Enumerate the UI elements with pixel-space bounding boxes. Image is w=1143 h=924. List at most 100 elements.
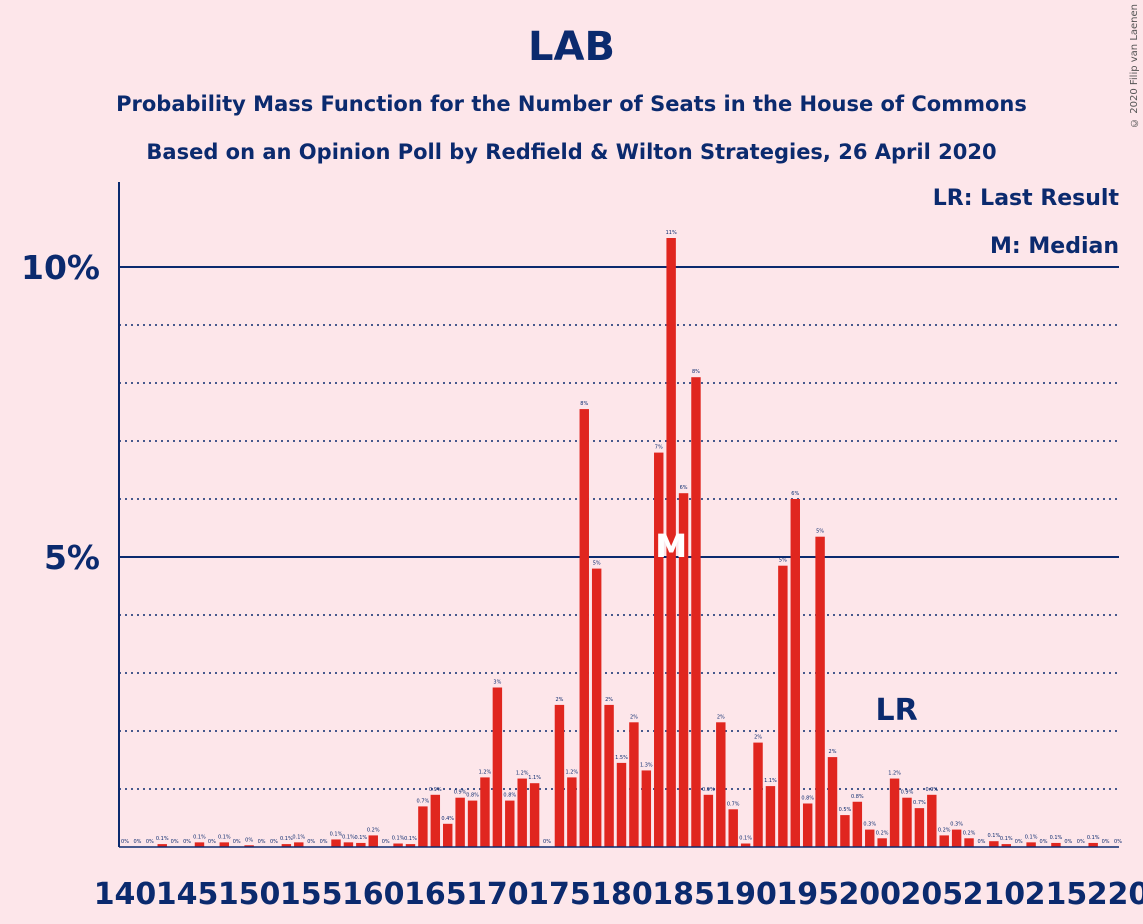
bar-value-label: 0% <box>307 839 315 845</box>
bar <box>443 823 453 847</box>
bar <box>753 742 763 847</box>
bar-value-label: 8% <box>580 401 588 407</box>
bar-value-label: 11% <box>666 230 677 236</box>
bar-value-label: 0.5% <box>839 807 852 813</box>
bar <box>455 797 465 847</box>
bar <box>505 800 515 847</box>
x-tick-label: 215 <box>1025 877 1088 912</box>
bar-value-label: 1.2% <box>516 771 529 777</box>
bar-value-label: 1.1% <box>764 778 777 784</box>
x-tick-label: 165 <box>404 877 467 912</box>
bar-value-label: 0.1% <box>218 834 231 840</box>
bar <box>740 843 751 847</box>
bar-value-label: 0.9% <box>925 787 938 793</box>
bar <box>616 762 627 847</box>
bar <box>939 835 949 847</box>
bar <box>1088 842 1098 847</box>
bar-value-label: 0% <box>1114 839 1122 845</box>
bar <box>393 843 403 847</box>
bar-value-label: 1.2% <box>565 769 578 775</box>
bar-value-label: 0% <box>543 839 551 845</box>
x-tick-label: 140 <box>94 877 157 912</box>
bar <box>678 493 689 847</box>
x-tick-label: 200 <box>838 877 901 912</box>
bar <box>865 829 875 847</box>
bar-value-label: 0% <box>977 839 985 845</box>
bar <box>691 377 701 847</box>
bar-value-label: 2% <box>630 714 638 720</box>
bar-value-label: 5% <box>816 529 824 535</box>
bar-value-label: 0.3% <box>950 822 963 828</box>
bar-value-label: 0.1% <box>404 836 417 842</box>
bar <box>641 770 652 847</box>
bar-value-label: 0.1% <box>342 834 355 840</box>
bar <box>964 838 974 847</box>
bar-value-label: 0.1% <box>330 831 343 837</box>
x-tick-label: 185 <box>652 877 715 912</box>
bar-value-label: 8% <box>692 369 700 375</box>
bar-value-label: 0.7% <box>417 798 430 804</box>
bar <box>889 778 900 847</box>
y-tick-label: 10% <box>21 248 100 287</box>
x-tick-label: 145 <box>156 877 219 912</box>
bar <box>1001 844 1012 847</box>
bar <box>591 568 602 847</box>
bar <box>728 809 738 847</box>
y-tick-label: 5% <box>44 538 100 577</box>
bar <box>579 409 589 847</box>
bar-value-label: 0% <box>258 839 266 845</box>
bar-value-label: 1.3% <box>640 762 653 768</box>
last-result-marker: LR <box>875 693 917 728</box>
chart-subtitle-source: Based on an Opinion Poll by Redfield & W… <box>146 140 997 164</box>
x-tick-label: 175 <box>528 877 591 912</box>
bar <box>629 722 639 847</box>
bar <box>716 722 726 847</box>
bar <box>430 794 441 847</box>
legend-median: M: Median <box>990 234 1119 259</box>
bar-value-label: 6% <box>680 485 688 491</box>
bar <box>790 499 800 847</box>
bar <box>157 844 167 847</box>
x-tick-label: 180 <box>590 877 653 912</box>
bar <box>654 452 664 847</box>
bar-value-label: 1.2% <box>479 769 492 775</box>
bar <box>877 838 887 847</box>
bar <box>827 757 838 847</box>
bar <box>418 806 428 847</box>
bar-value-label: 0.1% <box>1025 834 1038 840</box>
x-tick-label: 190 <box>714 877 777 912</box>
bar-value-label: 0% <box>245 837 253 843</box>
bar <box>343 842 354 847</box>
x-tick-label: 155 <box>280 877 343 912</box>
bar-value-label: 0% <box>382 839 390 845</box>
x-tick-label: 150 <box>218 877 281 912</box>
median-marker: M <box>655 527 687 565</box>
bar <box>467 800 478 847</box>
bar-value-label: 0.1% <box>156 836 169 842</box>
bar-value-label: 0% <box>1064 839 1072 845</box>
bar-value-label: 5% <box>593 561 601 567</box>
bar-value-label: 0.2% <box>963 830 976 836</box>
bar-value-label: 0% <box>320 839 328 845</box>
bar <box>703 794 714 847</box>
bar <box>331 839 341 847</box>
bar-value-label: 6% <box>791 491 799 497</box>
bar-value-label: 0.1% <box>193 834 206 840</box>
bar-value-label: 2% <box>555 697 563 703</box>
bar-value-label: 1.1% <box>528 775 541 781</box>
bar-value-label: 0.8% <box>503 793 516 799</box>
bar <box>802 803 813 847</box>
bar-value-label: 0% <box>1015 839 1023 845</box>
bar <box>914 808 925 847</box>
bar-value-label: 0% <box>146 839 154 845</box>
bar-value-label: 0% <box>171 839 179 845</box>
bar <box>989 841 999 847</box>
bar-value-label: 0.8% <box>466 793 479 799</box>
bar-value-label: 7% <box>655 445 663 451</box>
bar-value-label: 2% <box>605 697 613 703</box>
bar <box>281 844 292 847</box>
bar <box>294 842 304 847</box>
bar-value-label: 0.4% <box>441 816 454 822</box>
bar-value-label: 0.2% <box>876 830 889 836</box>
